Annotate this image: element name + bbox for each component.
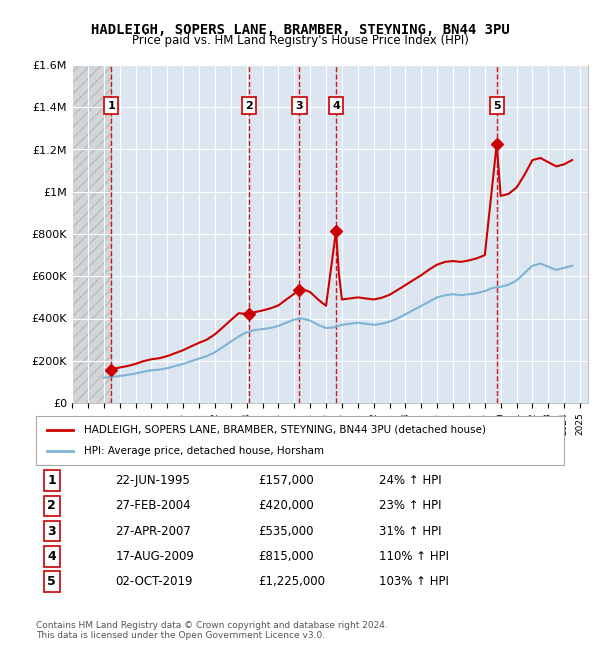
Text: 4: 4 <box>47 550 56 563</box>
Text: £815,000: £815,000 <box>258 550 313 563</box>
Text: HPI: Average price, detached house, Horsham: HPI: Average price, detached house, Hors… <box>83 446 323 456</box>
Text: £535,000: £535,000 <box>258 525 313 538</box>
Text: £1,225,000: £1,225,000 <box>258 575 325 588</box>
Text: 5: 5 <box>493 101 500 111</box>
Text: 27-APR-2007: 27-APR-2007 <box>115 525 191 538</box>
Text: 4: 4 <box>332 101 340 111</box>
Text: 31% ↑ HPI: 31% ↑ HPI <box>379 525 442 538</box>
Text: Price paid vs. HM Land Registry's House Price Index (HPI): Price paid vs. HM Land Registry's House … <box>131 34 469 47</box>
Text: 23% ↑ HPI: 23% ↑ HPI <box>379 499 442 512</box>
Bar <box>72 65 112 403</box>
Text: 17-AUG-2009: 17-AUG-2009 <box>115 550 194 563</box>
Text: 110% ↑ HPI: 110% ↑ HPI <box>379 550 449 563</box>
Text: 3: 3 <box>296 101 303 111</box>
Text: 1: 1 <box>107 101 115 111</box>
Text: £420,000: £420,000 <box>258 499 314 512</box>
Text: 24% ↑ HPI: 24% ↑ HPI <box>379 474 442 487</box>
Text: 22-JUN-1995: 22-JUN-1995 <box>115 474 190 487</box>
Text: £157,000: £157,000 <box>258 474 314 487</box>
Text: 1: 1 <box>47 474 56 487</box>
Text: 103% ↑ HPI: 103% ↑ HPI <box>379 575 449 588</box>
Text: HADLEIGH, SOPERS LANE, BRAMBER, STEYNING, BN44 3PU (detached house): HADLEIGH, SOPERS LANE, BRAMBER, STEYNING… <box>83 424 485 435</box>
Text: HADLEIGH, SOPERS LANE, BRAMBER, STEYNING, BN44 3PU: HADLEIGH, SOPERS LANE, BRAMBER, STEYNING… <box>91 23 509 37</box>
Text: 2: 2 <box>245 101 253 111</box>
Text: 27-FEB-2004: 27-FEB-2004 <box>115 499 191 512</box>
Text: 5: 5 <box>47 575 56 588</box>
Text: 3: 3 <box>47 525 56 538</box>
Text: 02-OCT-2019: 02-OCT-2019 <box>115 575 193 588</box>
Text: Contains HM Land Registry data © Crown copyright and database right 2024.
This d: Contains HM Land Registry data © Crown c… <box>36 621 388 640</box>
Text: 2: 2 <box>47 499 56 512</box>
